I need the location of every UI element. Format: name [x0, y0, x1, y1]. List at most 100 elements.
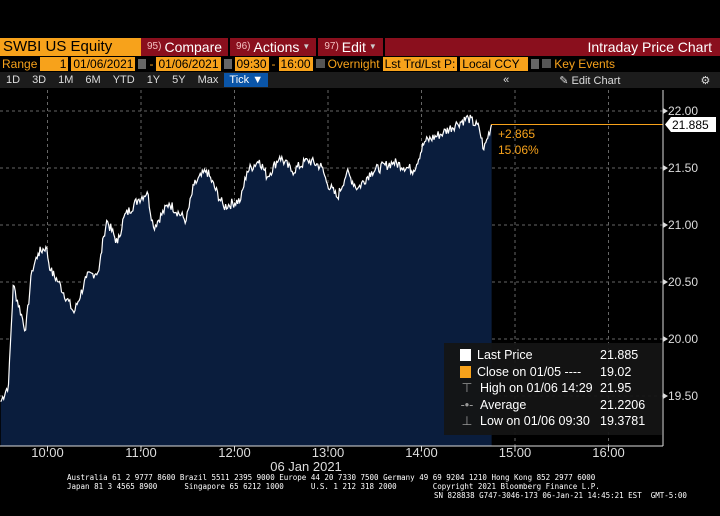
- y-tick-marker: [663, 279, 668, 285]
- footer-line-1: Australia 61 2 9777 8600 Brazil 5511 239…: [67, 473, 596, 482]
- x-tick-label: 11:00: [125, 445, 157, 460]
- price-chart[interactable]: 21.885 +2.865 15.06% 22.00 21.50 21.00 20.5…: [0, 0, 720, 470]
- range-label: Range: [2, 57, 38, 71]
- dropdown-icon[interactable]: [531, 59, 540, 69]
- menu-label: Actions: [253, 39, 300, 55]
- x-tick-label: 15:00: [499, 445, 532, 460]
- y-tick-marker: [663, 336, 668, 342]
- y-tick-label: 20.00: [668, 332, 698, 346]
- overnight-label: Overnight: [327, 57, 380, 71]
- key-events-checkbox[interactable]: Key Events: [542, 57, 615, 71]
- overnight-checkbox[interactable]: Overnight: [315, 57, 380, 71]
- x-tick-label: 10:00: [31, 445, 64, 460]
- calendar-icon[interactable]: [223, 59, 232, 69]
- calendar-icon[interactable]: [138, 59, 147, 69]
- actions-menu[interactable]: 96) Actions ▼: [230, 38, 319, 56]
- footer-line-3: SN 828838 G747-3046-173 06-Jan-21 14:45:…: [434, 491, 687, 500]
- x-tick-label: 12:00: [218, 445, 251, 460]
- tick-dropdown[interactable]: Tick ▼: [224, 73, 269, 87]
- price-area-fill: [0, 114, 492, 447]
- collapse-button[interactable]: «: [503, 74, 510, 86]
- legend-value: 21.885: [600, 348, 639, 363]
- settings-gear-icon[interactable]: ⚙: [700, 74, 711, 87]
- y-tick-label: 22.00: [668, 104, 698, 118]
- x-axis-ticks: 10:00 11:00 12:00 13:00 14:00 15:00 16:00: [31, 445, 625, 460]
- range-separator: -: [149, 57, 154, 71]
- menu-label: Edit: [341, 39, 366, 55]
- x-tick-label: 16:00: [592, 445, 625, 460]
- edit-chart-button[interactable]: ✎ Edit Chart: [559, 74, 620, 87]
- legend-value: 19.3781: [600, 414, 646, 429]
- y-tick-marker: [663, 165, 668, 171]
- legend-close[interactable]: Close on 01/05 ---- 19.02: [450, 364, 656, 381]
- footer-line-2: Japan 81 3 4565 8900 Singapore 65 6212 1…: [67, 482, 600, 491]
- menu-label: Compare: [164, 39, 223, 55]
- legend-low[interactable]: ⊥ Low on 01/06 09:30 19.3781: [450, 413, 656, 430]
- price-type-select[interactable]: Lst Trd/Lst P:: [382, 57, 458, 71]
- period-5y[interactable]: 5Y: [172, 74, 186, 86]
- caret-down-icon: ▼: [368, 42, 377, 51]
- range-input[interactable]: 1: [40, 57, 69, 71]
- ticker-field[interactable]: SWBI US Equity: [0, 38, 141, 56]
- menu-number: 97): [324, 41, 339, 52]
- period-6m[interactable]: 6M: [85, 74, 101, 86]
- legend-label: High on 01/06 14:29: [480, 381, 593, 396]
- y-axis-ticks: 22.00 21.50 21.00 20.50 20.00 19.50: [663, 104, 698, 403]
- last-price-tag: [665, 117, 716, 132]
- period-max[interactable]: Max: [197, 74, 219, 86]
- legend-value: 19.02: [600, 364, 632, 379]
- legend-last-price[interactable]: Last Price 21.885: [450, 347, 656, 364]
- y-tick-label: 19.50: [668, 389, 698, 403]
- edit-menu[interactable]: 97) Edit ▼: [318, 38, 385, 56]
- period-1y[interactable]: 1Y: [146, 74, 161, 86]
- y-tick-label: 21.00: [668, 218, 698, 232]
- menu-number: 95): [147, 41, 162, 52]
- period-3d[interactable]: 3D: [32, 74, 47, 86]
- currency-select[interactable]: Local CCY: [460, 57, 529, 71]
- legend-label: Last Price: [477, 348, 533, 363]
- controls-bar: Range 1 01/06/2021 - 01/06/2021 09:30- 1…: [0, 56, 720, 72]
- y-tick-label: 20.50: [668, 275, 698, 289]
- period-1d[interactable]: 1D: [6, 74, 21, 86]
- legend-value: 21.95: [600, 381, 632, 396]
- pencil-icon: ✎: [559, 74, 569, 87]
- legend-label: Average: [480, 397, 527, 412]
- y-tick-label: 21.50: [668, 161, 698, 175]
- checkbox-icon: [542, 59, 552, 68]
- compare-menu[interactable]: 95) Compare: [141, 38, 231, 56]
- end-date-input[interactable]: 01/06/2021: [156, 57, 221, 71]
- edit-chart-label: Edit Chart: [571, 74, 621, 87]
- start-time-input[interactable]: 09:30: [234, 57, 269, 71]
- change-value: +2.865: [498, 127, 535, 141]
- key-events-label: Key Events: [554, 57, 615, 71]
- period-1m[interactable]: 1M: [58, 74, 74, 86]
- legend-value: 21.2206: [600, 397, 646, 412]
- checkbox-icon: [315, 59, 325, 68]
- price-line: [0, 114, 493, 402]
- y-tick-marker: [663, 393, 668, 399]
- chart-legend: Last Price 21.885 Close on 01/05 ---- 19.0…: [444, 343, 662, 435]
- menu-number: 96): [236, 41, 251, 52]
- end-time-input[interactable]: 16:00: [278, 57, 313, 71]
- caret-down-icon: ▼: [302, 42, 311, 51]
- high-marker-icon: ⊤: [461, 381, 473, 396]
- period-ytd[interactable]: YTD: [112, 74, 135, 86]
- legend-label: Close on 01/05 ----: [477, 364, 582, 379]
- x-axis-title: 06 Jan 2021: [270, 459, 342, 474]
- title-bar: SWBI US Equity 95) Compare 96) Actions ▼ 97…: [0, 38, 720, 56]
- y-tick-marker: [663, 222, 668, 228]
- legend-high[interactable]: ⊤ High on 01/06 14:29 21.95: [450, 380, 656, 397]
- legend-average[interactable]: -•- Average 21.2206: [450, 397, 656, 414]
- legend-label: Low on 01/06 09:30: [480, 414, 590, 429]
- page-title: Intraday Price Chart: [587, 39, 713, 55]
- average-marker-icon: -•-: [460, 397, 474, 412]
- x-tick-label: 14:00: [405, 445, 438, 460]
- change-percent: 15.06%: [498, 143, 539, 157]
- start-date-input[interactable]: 01/06/2021: [71, 57, 136, 71]
- y-tick-marker: [663, 108, 668, 114]
- x-tick-label: 13:00: [312, 445, 345, 460]
- last-price-tag-text: 21.885: [672, 118, 709, 132]
- orange-square-icon: [460, 365, 471, 378]
- white-square-icon: [460, 349, 471, 362]
- time-separator: -: [271, 57, 276, 71]
